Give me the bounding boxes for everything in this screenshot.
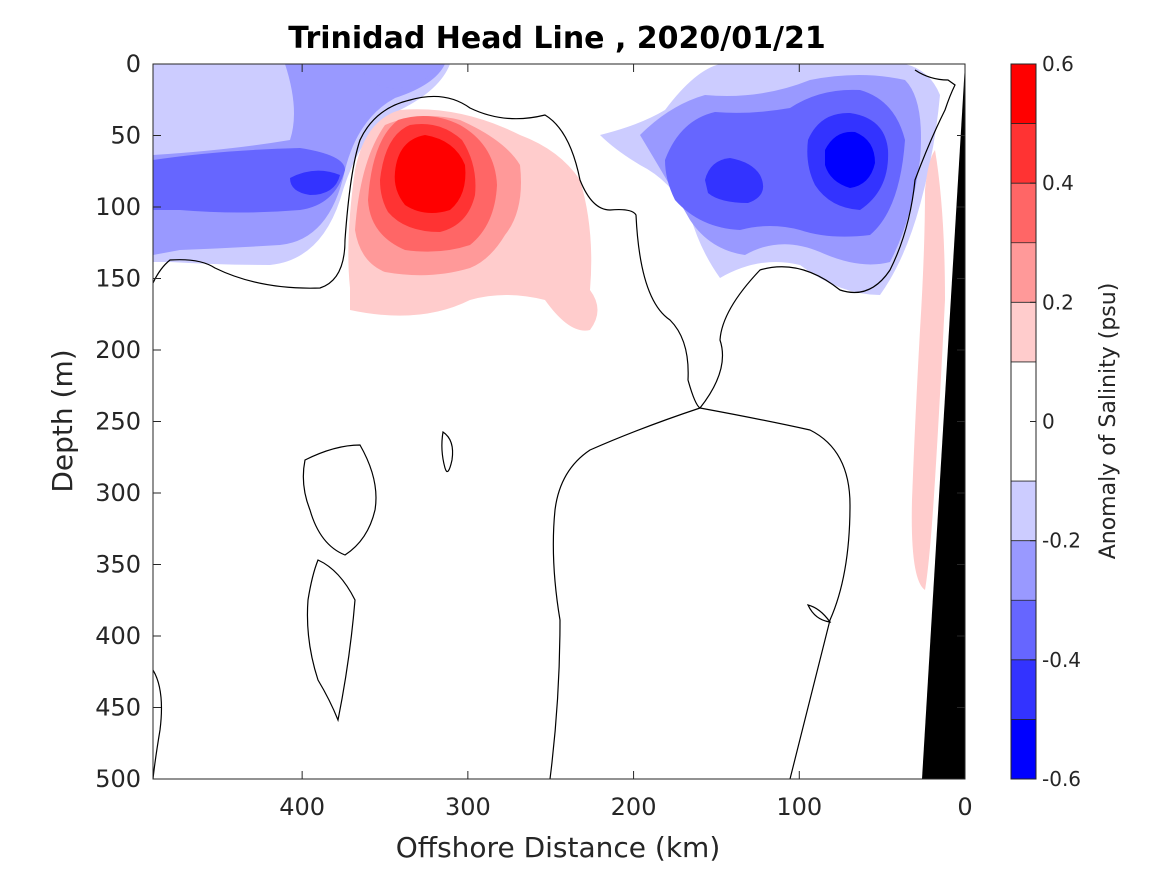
- zero-contour-layer: [153, 69, 956, 779]
- zero-contour-island-c: [441, 430, 454, 473]
- colorbar-bin: [1011, 183, 1036, 243]
- y-tick-label: 50: [110, 122, 141, 150]
- y-tick-label: 0: [126, 50, 141, 78]
- anomaly-fill-nearshore-core-a: [705, 158, 764, 203]
- chart-title: Trinidad Head Line , 2020/01/21: [288, 21, 825, 56]
- zero-contour-shallow-left: [153, 95, 851, 779]
- contour-fill-layer: [153, 64, 945, 590]
- y-axis-label: Depth (m): [46, 349, 79, 492]
- colorbar-bin: [1011, 242, 1036, 303]
- anomaly-fill-eddy-0-5: [394, 135, 466, 214]
- zero-contour-deep-right-notch: [806, 604, 832, 623]
- land-mask-shelf: [922, 64, 965, 779]
- colorbar-tick-label: -0.4: [1042, 648, 1081, 672]
- y-tick-label: 250: [95, 408, 141, 436]
- zero-contour-center-branch: [699, 69, 956, 409]
- colorbar-bin: [1011, 481, 1036, 541]
- zero-contour-deep-middle: [549, 407, 701, 779]
- y-tick-label: 100: [95, 193, 141, 221]
- anomaly-fill-upper-left-core: [290, 170, 340, 195]
- zero-contour-deep-left: [153, 669, 163, 779]
- x-tick-label: 300: [445, 793, 491, 821]
- colorbar-bin: [1011, 600, 1036, 660]
- zero-contour-island-b: [306, 559, 356, 723]
- colorbar-bin: [1011, 719, 1036, 779]
- anomaly-fill-nearshore-core-c: [825, 131, 875, 188]
- colorbar-tick-label: 0.4: [1042, 171, 1074, 195]
- anomaly-fill-upper-left-top: [360, 64, 440, 89]
- y-tick-label: 200: [95, 336, 141, 364]
- y-axis-ticks: 0 50 100 150 200 250 300 350 400 450 500: [95, 50, 965, 793]
- y-tick-label: 150: [95, 265, 141, 293]
- y-tick-label: 500: [95, 765, 141, 793]
- y-tick-label: 300: [95, 479, 141, 507]
- y-tick-label: 350: [95, 551, 141, 579]
- x-tick-label: 200: [611, 793, 657, 821]
- colorbar-tick-label: -0.6: [1042, 767, 1081, 791]
- colorbar-bin: [1011, 540, 1036, 601]
- colorbar-bin: [1011, 64, 1036, 124]
- colorbar-label: Anomaly of Salinity (psu): [1096, 283, 1121, 560]
- colorbar-tick-label: -0.2: [1042, 529, 1081, 553]
- colorbar: 0.6 0.4 0.2 0 -0.2 -0.4 -0.6: [1010, 52, 1081, 791]
- x-tick-label: 400: [279, 793, 325, 821]
- colorbar-tick-label: 0.2: [1042, 290, 1074, 314]
- x-tick-label: 100: [776, 793, 822, 821]
- anomaly-fill-upper-left-dark: [153, 148, 345, 213]
- x-axis-ticks: 400 300 200 100 0: [279, 64, 973, 821]
- y-tick-label: 400: [95, 622, 141, 650]
- x-axis-label: Offshore Distance (km): [396, 831, 721, 864]
- colorbar-bin: [1011, 302, 1036, 362]
- colorbar-bin: [1011, 123, 1036, 184]
- x-tick-label: 0: [957, 793, 972, 821]
- colorbar-tick-label: 0.6: [1042, 52, 1074, 76]
- colorbar-tick-label: 0: [1042, 410, 1055, 434]
- y-tick-label: 450: [95, 694, 141, 722]
- zero-contour-island-a: [302, 444, 377, 556]
- anomaly-fill-shelf-salty: [911, 150, 945, 590]
- colorbar-bin: [1011, 659, 1036, 720]
